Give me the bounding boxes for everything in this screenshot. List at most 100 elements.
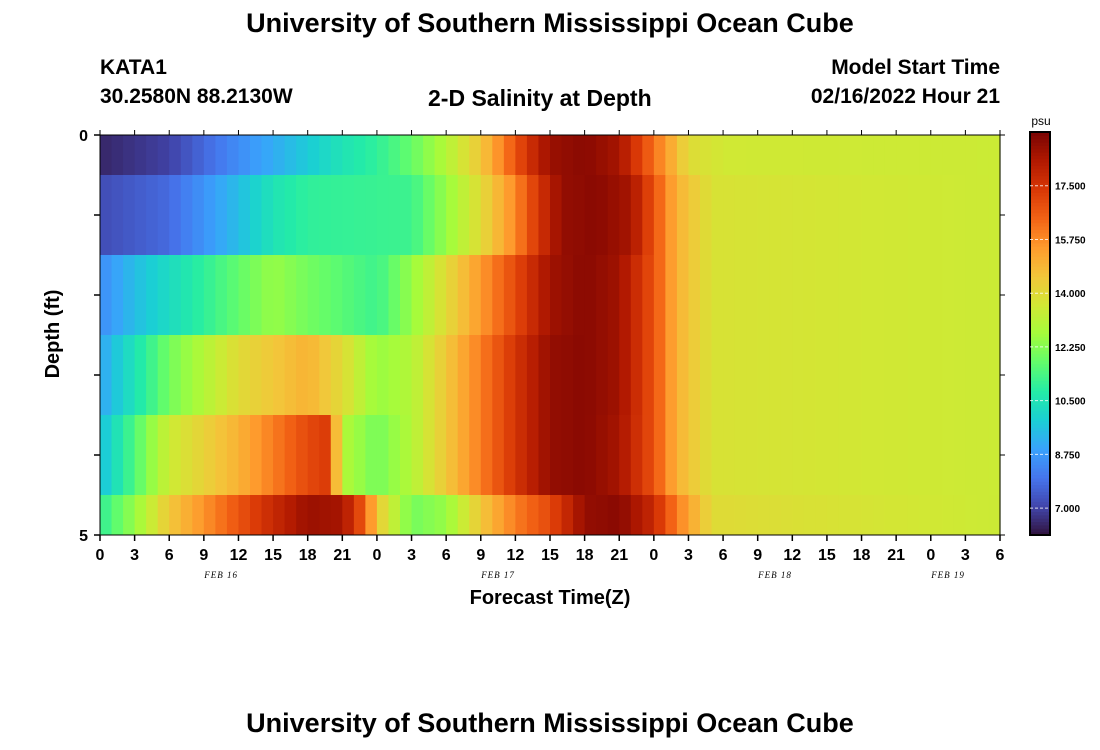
heatmap-cell <box>423 415 436 495</box>
heatmap-cell <box>480 495 493 535</box>
heatmap-cell <box>988 135 1001 175</box>
heatmap-cell <box>573 415 586 495</box>
heatmap-cell <box>238 175 251 255</box>
x-tick-label: 18 <box>853 547 871 564</box>
heatmap-cell <box>261 495 274 535</box>
heatmap-cell <box>953 415 966 495</box>
y-axis-label: Depth (ft) <box>42 290 64 379</box>
colorbar-segment <box>1030 175 1050 180</box>
heatmap-cell <box>169 135 182 175</box>
heatmap-cell <box>757 175 770 255</box>
heatmap-cell <box>965 335 978 415</box>
heatmap-cell <box>134 495 147 535</box>
heatmap-cell <box>550 495 563 535</box>
heatmap-cell <box>550 175 563 255</box>
colorbar-segment <box>1030 199 1050 204</box>
salinity-heatmap-chart: 0 3 6 9 12 15 18 21 0 3 6 9 12 15 18 21 0 3 6 9 12 15 18 21 0 3 6 F… <box>42 114 1086 609</box>
heatmap-cell <box>803 175 816 255</box>
heatmap-cell <box>665 415 678 495</box>
heatmap-cell <box>492 135 505 175</box>
colorbar-tick-label: 15.750 <box>1055 235 1086 246</box>
heatmap-cell <box>642 135 655 175</box>
heatmap-cell <box>469 335 482 415</box>
heatmap-cell <box>457 495 470 535</box>
x-tick-label: 15 <box>818 547 836 564</box>
x-tick-label: 15 <box>264 547 282 564</box>
x-tick-label: 6 <box>442 547 451 564</box>
heatmap-cell <box>526 495 540 535</box>
heatmap-cell <box>134 255 147 335</box>
colorbar-segment <box>1030 363 1050 368</box>
heatmap-cell <box>411 135 424 175</box>
colorbar-tick-label: 17.500 <box>1055 182 1086 193</box>
heatmap-cell <box>376 175 390 255</box>
heatmap-cell <box>734 335 747 415</box>
heatmap-cell <box>573 255 586 335</box>
heatmap-cell <box>192 255 205 335</box>
heatmap-cell <box>792 175 805 255</box>
heatmap-cell <box>792 495 805 535</box>
heatmap-cell <box>884 255 897 335</box>
heatmap-cell <box>688 255 701 335</box>
colorbar-segment <box>1030 504 1050 509</box>
heatmap-cell <box>319 175 332 255</box>
heatmap-cell <box>100 415 113 495</box>
heatmap-cell <box>619 255 632 335</box>
heatmap-cell <box>538 415 551 495</box>
heatmap-cell <box>803 335 816 415</box>
heatmap-cell <box>780 175 793 255</box>
heatmap-cell <box>215 255 228 335</box>
heatmap-cell <box>723 335 736 415</box>
heatmap-cell <box>976 255 990 335</box>
colorbar-segment <box>1030 508 1050 512</box>
heatmap-cell <box>457 255 470 335</box>
heatmap-cell <box>942 335 955 415</box>
heatmap-cell <box>203 495 216 535</box>
colorbar-segment <box>1030 286 1050 291</box>
colorbar-segment <box>1030 404 1050 408</box>
colorbar-segment <box>1030 484 1050 489</box>
heatmap-cell <box>492 495 505 535</box>
heatmap-cell <box>411 415 424 495</box>
heatmap-cell <box>192 335 205 415</box>
heatmap-cell <box>919 415 932 495</box>
heatmap-cell <box>653 255 666 335</box>
heatmap-cell <box>792 335 805 415</box>
heatmap-cell <box>446 495 459 535</box>
colorbar-segment <box>1030 393 1050 398</box>
heatmap-cell <box>676 415 690 495</box>
heatmap-cell <box>596 495 609 535</box>
heatmap-cell <box>792 415 805 495</box>
heatmap-cell <box>319 255 332 335</box>
heatmap-cell <box>815 135 828 175</box>
heatmap-cell <box>896 495 909 535</box>
x-tick-label: 3 <box>684 547 693 564</box>
heatmap-cell <box>238 135 251 175</box>
heatmap-cell <box>711 335 724 415</box>
heatmap-cell <box>769 495 782 535</box>
heatmap-cell <box>653 415 666 495</box>
heatmap-cell <box>388 415 401 495</box>
heatmap-cell <box>665 335 678 415</box>
heatmap-cell <box>607 415 620 495</box>
colorbar-segment <box>1030 279 1050 284</box>
heatmap-cell <box>803 255 816 335</box>
heatmap-cell <box>538 175 551 255</box>
heatmap-cell <box>757 415 770 495</box>
colorbar-segment <box>1030 430 1050 435</box>
heatmap-cell <box>261 335 274 415</box>
heatmap-cell <box>561 175 574 255</box>
heatmap-cell <box>700 175 713 255</box>
heatmap-cell <box>180 135 193 175</box>
heatmap-cell <box>561 335 574 415</box>
colorbar-segment <box>1030 168 1050 173</box>
date-label: FEB 18 <box>757 570 792 580</box>
heatmap-cell <box>526 415 540 495</box>
colorbar-segment <box>1030 262 1050 267</box>
heatmap-cell <box>146 175 159 255</box>
colorbar-segment <box>1030 400 1050 405</box>
date-label: FEB 16 <box>203 570 238 580</box>
heatmap-cell <box>573 135 586 175</box>
colorbar-segment <box>1030 357 1050 361</box>
heatmap-cell <box>930 175 943 255</box>
